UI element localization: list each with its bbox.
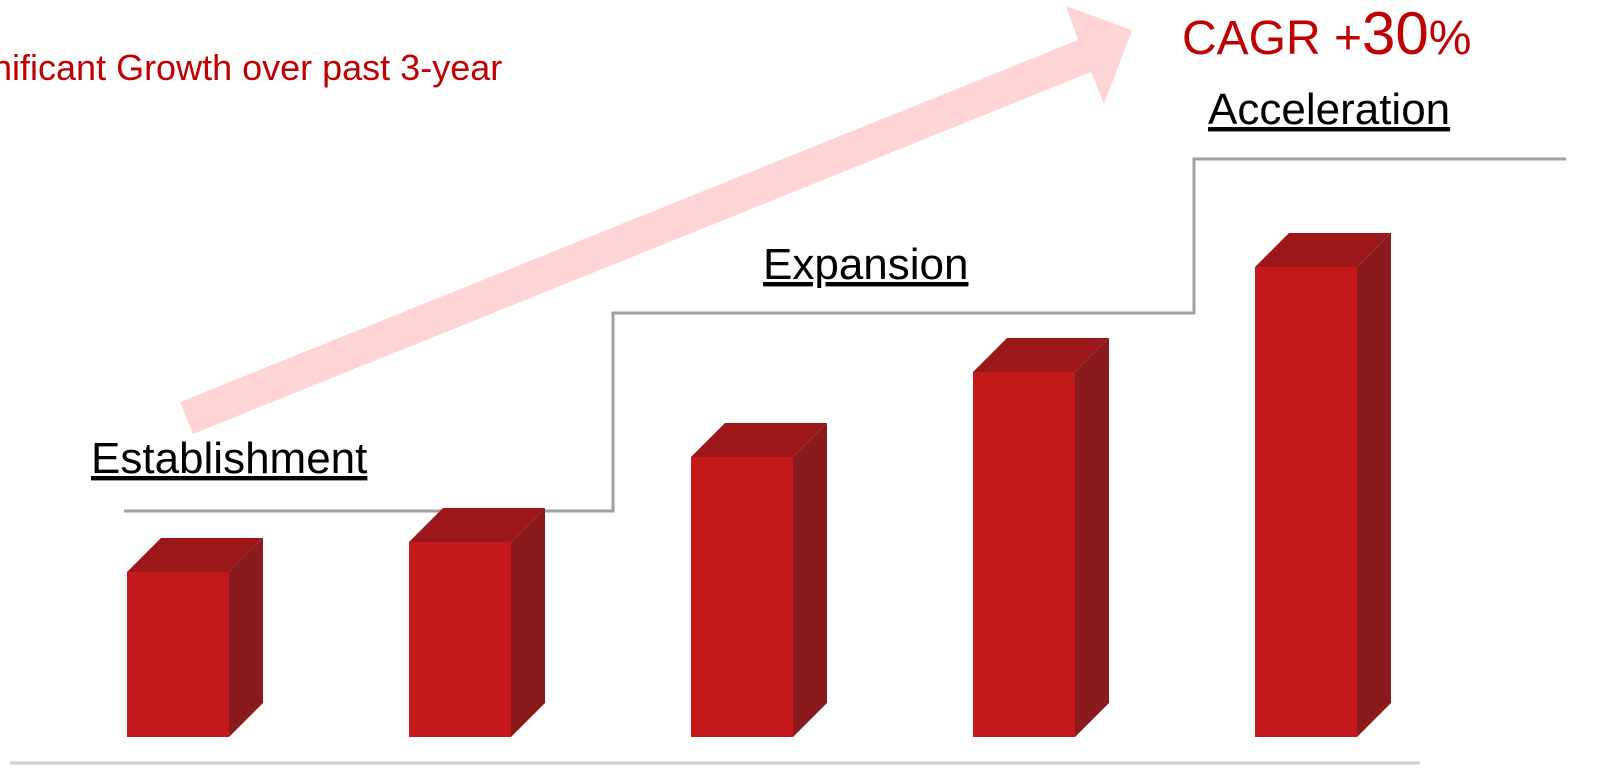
bar-top bbox=[127, 538, 263, 572]
growth-arrow bbox=[180, 6, 1132, 434]
bar-2 bbox=[409, 542, 511, 737]
bar-top bbox=[409, 508, 545, 542]
headline: nificant Growth over past 3-year bbox=[0, 47, 502, 88]
cagr-suffix: % bbox=[1429, 12, 1472, 65]
cagr-prefix: CAGR + bbox=[1182, 12, 1362, 65]
stage-label-expansion: Expansion bbox=[763, 240, 968, 289]
bar-side bbox=[1357, 233, 1391, 737]
bar-side bbox=[1075, 338, 1109, 737]
bar-4 bbox=[973, 372, 1075, 737]
bar-1 bbox=[127, 572, 229, 737]
stage-label-establishment: Establishment bbox=[91, 434, 367, 483]
bar-top bbox=[691, 423, 827, 457]
cagr-callout: CAGR +30% bbox=[1182, 0, 1471, 67]
bar-5 bbox=[1255, 267, 1357, 737]
bars-group bbox=[127, 233, 1391, 737]
bar-side bbox=[511, 508, 545, 737]
bar-top bbox=[973, 338, 1109, 372]
stage-label-acceleration: Acceleration bbox=[1208, 85, 1450, 134]
bar-side bbox=[793, 423, 827, 737]
bar-3 bbox=[691, 457, 793, 737]
bar-side bbox=[229, 538, 263, 737]
bar-top bbox=[1255, 233, 1391, 267]
cagr-value: 30 bbox=[1362, 0, 1429, 67]
